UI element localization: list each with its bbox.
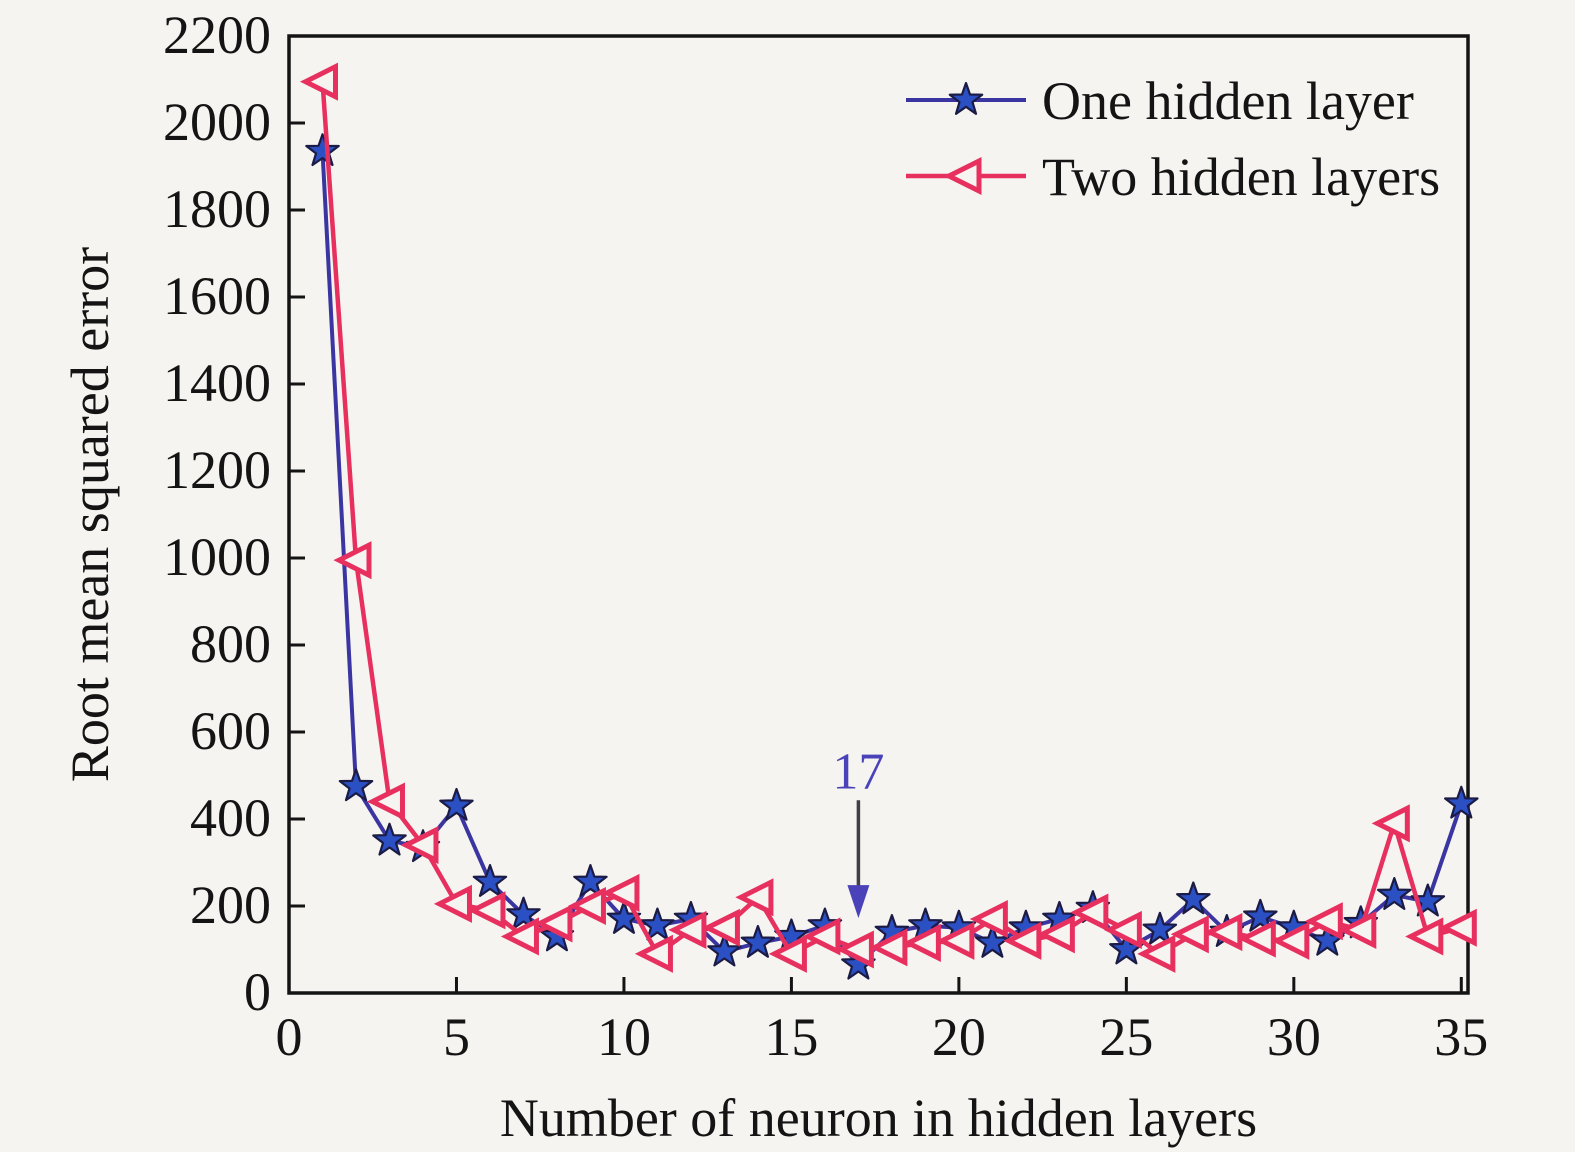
x-tick-label: 20 xyxy=(932,1007,986,1067)
annotation-arrowhead xyxy=(847,885,870,919)
star-marker xyxy=(472,863,508,897)
plot-frame xyxy=(287,34,1470,995)
legend-item-label: One hidden layer xyxy=(1042,71,1414,131)
star-marker xyxy=(439,787,474,821)
triangle-left-marker xyxy=(869,928,908,967)
y-tick-label: 800 xyxy=(190,614,271,674)
x-tick-label: 30 xyxy=(1267,1007,1321,1067)
legend-item-label: Two hidden layers xyxy=(1042,147,1440,207)
triangle-left-marker xyxy=(601,873,640,912)
y-tick-label: 1000 xyxy=(163,527,271,587)
star-marker xyxy=(338,768,374,802)
star-marker xyxy=(1376,876,1412,911)
triangle-left-marker xyxy=(400,826,439,865)
star-marker xyxy=(640,907,675,941)
triangle-left-marker xyxy=(768,934,807,973)
triangle-left-marker xyxy=(1070,893,1109,932)
triangle-left-marker xyxy=(1338,910,1377,949)
star-marker xyxy=(1243,898,1278,932)
star-marker xyxy=(305,133,340,167)
triangle-left-marker xyxy=(534,904,573,943)
triangle-left-marker xyxy=(902,923,941,963)
triangle-left-marker xyxy=(1438,908,1477,947)
y-axis-title: Root mean squared error xyxy=(60,247,120,782)
triangle-left-marker xyxy=(433,884,472,923)
triangle-left-marker xyxy=(735,878,774,917)
y-tick-label: 0 xyxy=(244,962,271,1022)
star-marker xyxy=(1443,785,1479,819)
star-marker xyxy=(740,924,776,958)
star-marker xyxy=(1176,881,1211,915)
y-tick-label: 1400 xyxy=(163,353,271,413)
triangle-left-marker xyxy=(943,156,982,196)
star-marker xyxy=(1142,911,1178,945)
y-tick-label: 200 xyxy=(190,875,271,935)
triangle-left-marker xyxy=(467,891,506,930)
y-tick-label: 2200 xyxy=(163,5,271,65)
star-marker xyxy=(506,896,541,930)
series-line xyxy=(320,81,1462,957)
triangle-left-marker xyxy=(299,62,338,101)
x-tick-label: 10 xyxy=(597,1007,651,1067)
triangle-left-marker xyxy=(567,886,606,926)
y-tick-label: 2000 xyxy=(163,92,271,152)
legend-item-2: Two hidden layers xyxy=(906,147,1440,207)
triangle-left-marker xyxy=(1170,915,1209,954)
triangle-left-marker xyxy=(366,782,405,821)
triangle-left-marker xyxy=(1103,910,1142,949)
star-marker xyxy=(372,822,407,856)
x-axis-title: Number of neuron in hidden layers xyxy=(500,1088,1257,1148)
star-marker xyxy=(948,81,984,115)
triangle-left-marker xyxy=(1137,934,1176,973)
triangle-left-marker xyxy=(969,900,1008,939)
star-marker xyxy=(975,924,1010,958)
annotation-label: 17 xyxy=(832,744,884,801)
star-marker xyxy=(573,863,608,897)
triangle-left-marker xyxy=(1237,919,1276,958)
triangle-left-marker xyxy=(1304,902,1343,941)
triangle-left-marker xyxy=(802,917,841,956)
x-tick-label: 5 xyxy=(443,1007,470,1067)
triangle-left-marker xyxy=(1036,915,1075,954)
x-tick-label: 15 xyxy=(764,1007,818,1067)
x-tick-label: 35 xyxy=(1434,1007,1488,1067)
triangle-left-marker xyxy=(668,910,707,949)
star-marker xyxy=(707,933,742,967)
y-tick-label: 1600 xyxy=(163,266,271,326)
triangle-left-marker xyxy=(701,908,740,947)
legend-item-1: One hidden layer xyxy=(906,71,1414,131)
axis-titles: Number of neuron in hidden layers Root me… xyxy=(60,247,1257,1148)
plot-border xyxy=(287,34,1470,995)
series-one-hidden-layer xyxy=(305,133,1479,980)
triangle-left-marker xyxy=(936,921,975,960)
axis-ticks xyxy=(287,34,1463,995)
y-tick-label: 600 xyxy=(190,701,271,761)
triangle-left-marker xyxy=(1204,913,1243,952)
series-two-hidden-layers xyxy=(299,62,1477,973)
y-tick-label: 400 xyxy=(190,788,271,848)
y-tick-label: 1200 xyxy=(163,440,271,500)
series-line xyxy=(320,151,1464,967)
x-tick-label: 25 xyxy=(1099,1007,1153,1067)
triangle-left-marker xyxy=(1405,917,1444,956)
triangle-left-marker xyxy=(1371,804,1410,843)
triangle-left-marker xyxy=(1271,921,1310,960)
annotation-17: 17 xyxy=(832,744,884,919)
triangle-left-marker xyxy=(634,934,673,973)
data-series xyxy=(299,62,1479,980)
y-tick-label: 1800 xyxy=(163,179,271,239)
triangle-left-marker xyxy=(835,930,874,969)
x-tick-label: 0 xyxy=(276,1007,303,1067)
triangle-left-marker xyxy=(500,917,539,956)
legend: One hidden layer Two hidden layers xyxy=(906,71,1440,207)
triangle-left-marker xyxy=(333,541,372,580)
axis-tick-labels: 0 5 10 15 20 25 30 35 0 200 400 600 800 1000 1200 1400 1… xyxy=(163,5,1488,1067)
triangle-left-marker xyxy=(1003,921,1042,960)
